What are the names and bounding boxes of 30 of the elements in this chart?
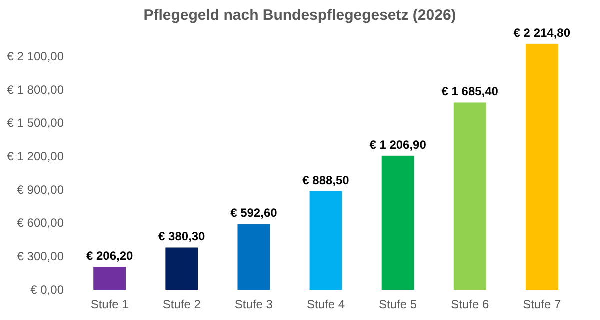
x-tick-label: Stufe 2 [162, 298, 202, 312]
y-tick-label: € 2 100,00 [7, 50, 64, 64]
x-tick-label: Stufe 5 [379, 298, 418, 312]
x-tick-label: Stufe 6 [451, 298, 490, 312]
data-label: € 1 206,90 [370, 138, 427, 152]
bar [526, 44, 558, 290]
y-tick-label: € 300,00 [17, 250, 64, 264]
y-tick-label: € 0,00 [30, 282, 64, 297]
bar [382, 156, 414, 290]
data-label: € 888,50 [302, 173, 350, 188]
x-tick-label: Stufe 4 [306, 298, 346, 312]
data-label: € 592,60 [230, 206, 278, 220]
chart-title: Pflegegeld nach Bundespflegegesetz (2026) [144, 7, 456, 24]
y-tick-label: € 900,00 [17, 182, 64, 197]
data-label: € 2 214,80 [514, 26, 571, 40]
y-tick-label: € 1 800,00 [7, 82, 64, 97]
bar [454, 102, 486, 290]
data-label: € 206,20 [86, 249, 134, 264]
x-tick-label: Stufe 1 [90, 298, 130, 312]
x-tick-label: Stufe 7 [523, 298, 562, 312]
bar [166, 248, 198, 290]
y-tick-label: € 1 500,00 [7, 116, 64, 130]
bar [94, 267, 126, 290]
data-label: € 1 685,40 [442, 84, 499, 99]
y-tick-label: € 1 200,00 [7, 150, 64, 164]
bar [238, 224, 270, 290]
y-tick-label: € 600,00 [17, 216, 64, 230]
x-tick-label: Stufe 3 [234, 298, 274, 312]
data-label: € 380,30 [158, 230, 206, 244]
bar [310, 191, 342, 290]
